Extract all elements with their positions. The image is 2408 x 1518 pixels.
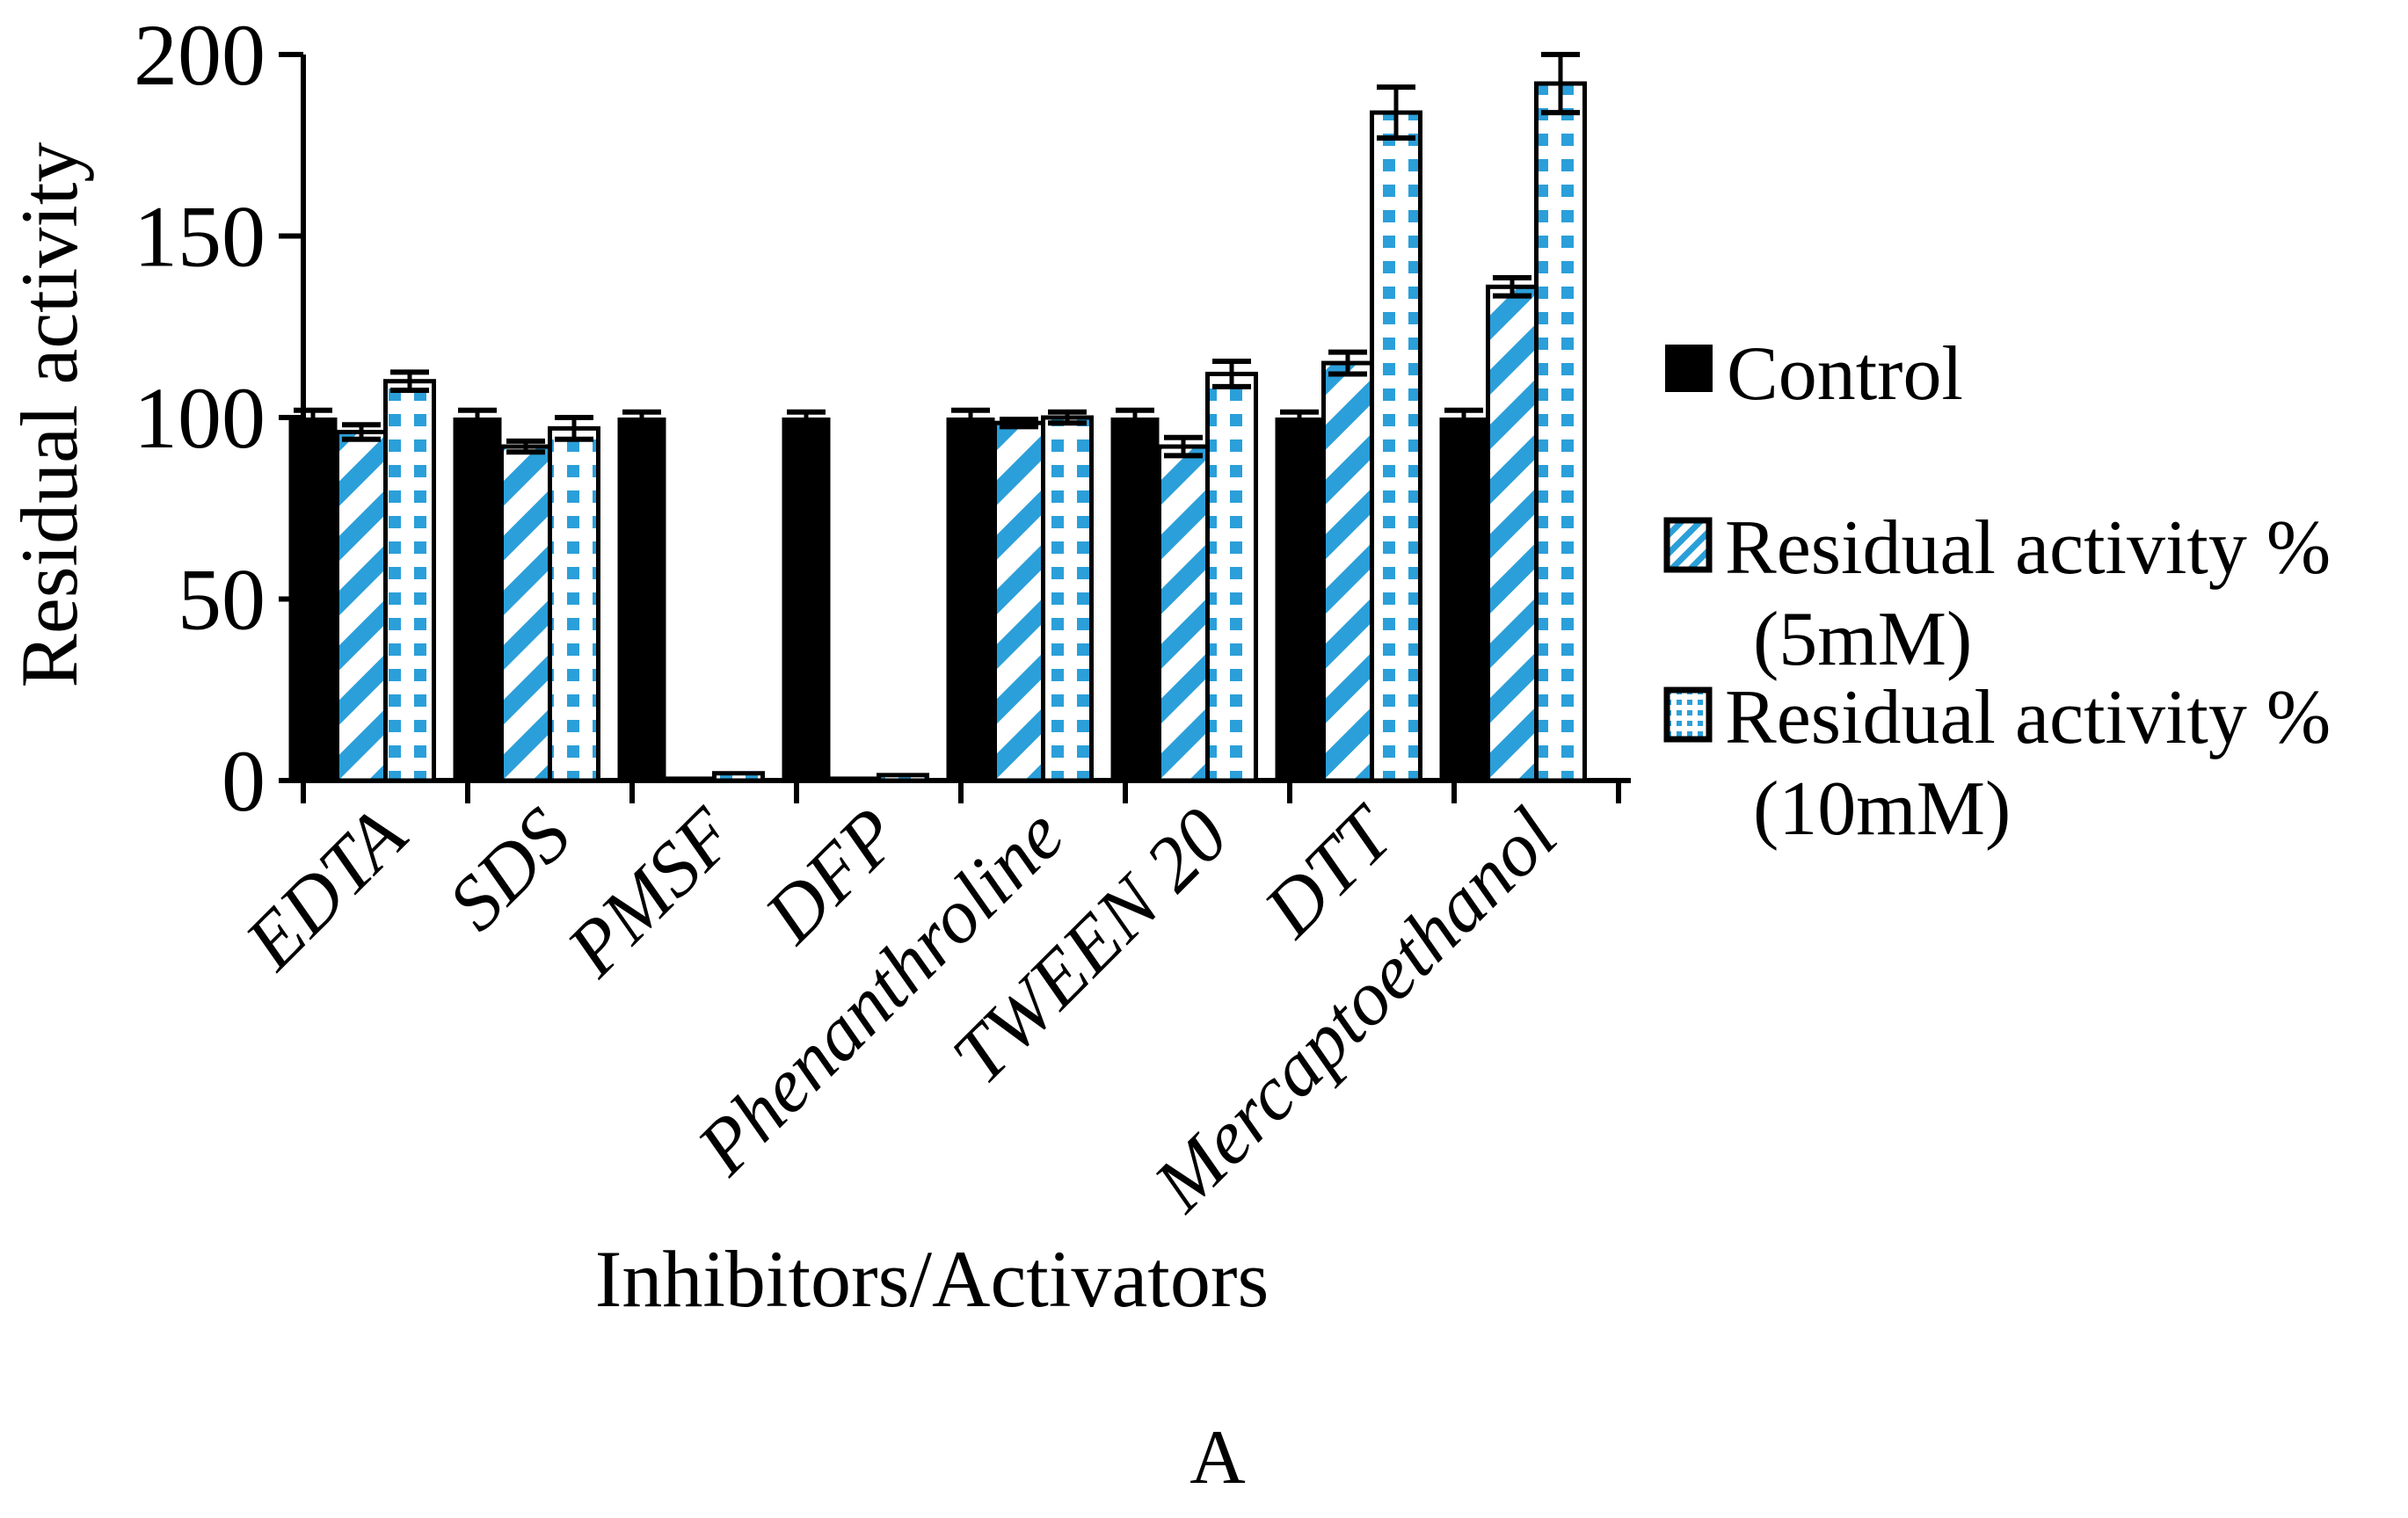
y-axis-title: Residual activity bbox=[4, 142, 94, 688]
bar-solid-black-Phenanthroline bbox=[946, 418, 995, 781]
legend-label-5mm: Residual activity % (5mM) bbox=[1725, 503, 2331, 686]
bar-solid-black-TWEEN 20 bbox=[1110, 418, 1160, 781]
bar-solid-black-Mercaptoethanol bbox=[1439, 418, 1488, 781]
legend-label-control: Control bbox=[1727, 329, 1963, 420]
bar-blue-diagonal-stripes-EDTA bbox=[335, 430, 388, 783]
bar-blue-diagonal-stripes-DTT bbox=[1321, 360, 1374, 783]
legend-item-control: Control bbox=[1663, 329, 1963, 420]
panel-letter-label: A bbox=[1189, 1415, 1246, 1500]
bar-solid-black-DFP bbox=[782, 418, 831, 781]
y-tick-label: 50 bbox=[178, 551, 266, 649]
bar-solid-black-DTT bbox=[1275, 418, 1324, 781]
legend-swatch-control-icon bbox=[1665, 345, 1713, 392]
y-tick-label: 200 bbox=[134, 6, 266, 104]
bar-solid-black-SDS bbox=[453, 418, 502, 781]
legend-label-line1: Control bbox=[1727, 331, 1963, 417]
bar-blue-diagonal-stripes-DFP bbox=[828, 776, 881, 783]
y-tick-label: 0 bbox=[222, 732, 266, 830]
bar-blue-diagonal-stripes-SDS bbox=[499, 444, 552, 783]
bar-blue-dots-DTT bbox=[1370, 110, 1422, 783]
x-category-label: PMSF bbox=[550, 792, 752, 993]
bar-blue-dots-EDTA bbox=[383, 379, 436, 783]
bar-solid-black-PMSF bbox=[617, 418, 666, 781]
bar-blue-dots-TWEEN 20 bbox=[1205, 371, 1258, 783]
legend-label-line2: (10mM) bbox=[1753, 766, 2012, 852]
legend-label-line2: (5mM) bbox=[1753, 596, 1973, 682]
bar-blue-dots-Mercaptoethanol bbox=[1534, 81, 1587, 783]
legend-label-line1: Residual activity % bbox=[1725, 505, 2332, 591]
legend-swatch-stripes-icon bbox=[1663, 517, 1713, 573]
legend-label-10mm: Residual activity % (10mM) bbox=[1725, 672, 2331, 855]
x-axis-title: Inhibitors/Activators bbox=[594, 1234, 1269, 1324]
bar-blue-dots-DFP bbox=[877, 773, 929, 783]
bar-blue-dots-PMSF bbox=[712, 771, 765, 783]
legend-item-5mm: Residual activity % (5mM) bbox=[1663, 503, 2331, 686]
legend-swatch-dots-icon bbox=[1663, 686, 1713, 743]
bar-blue-dots-Phenanthroline bbox=[1041, 415, 1094, 783]
legend-item-10mm: Residual activity % (10mM) bbox=[1663, 672, 2331, 855]
bar-blue-dots-SDS bbox=[548, 425, 600, 783]
bar-blue-diagonal-stripes-Phenanthroline bbox=[993, 420, 1045, 783]
legend-label-line1: Residual activity % bbox=[1725, 675, 2332, 760]
bar-solid-black-EDTA bbox=[288, 418, 338, 781]
y-tick-label: 150 bbox=[134, 188, 266, 286]
bar-blue-diagonal-stripes-TWEEN 20 bbox=[1157, 444, 1210, 783]
bar-blue-diagonal-stripes-PMSF bbox=[664, 776, 717, 783]
y-tick-label: 100 bbox=[134, 369, 266, 467]
bar-blue-diagonal-stripes-Mercaptoethanol bbox=[1486, 284, 1539, 783]
